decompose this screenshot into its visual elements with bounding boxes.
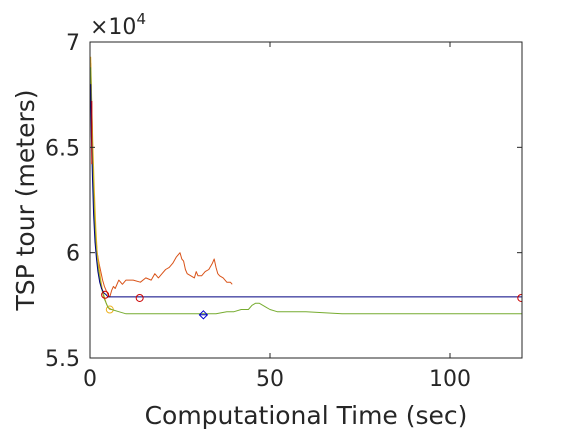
x-tick-label: 0 [83, 367, 97, 392]
y-tick-label: 7 [66, 31, 80, 56]
y-tick-label: 5.5 [45, 347, 80, 372]
series-2 [90, 67, 522, 315]
y-ticks: 5.5 6 6.5 7 [45, 31, 522, 372]
series-3 [90, 84, 522, 298]
series-layer [90, 56, 522, 320]
series-4 [198, 310, 209, 320]
series-line-2 [90, 67, 522, 315]
series-5-marker-0 [101, 290, 110, 299]
y-axis-label: TSP tour (meters) [11, 89, 40, 311]
series-5 [101, 290, 522, 302]
y-exponent-base: ×10 [90, 15, 136, 40]
x-tick-label: 50 [256, 367, 284, 392]
x-axis-label: Computational Time (sec) [145, 401, 468, 430]
axes-box [89, 41, 523, 359]
series-line-3 [90, 84, 522, 298]
series-4-marker-0 [198, 310, 209, 320]
y-tick-label: 6.5 [45, 136, 80, 161]
y-exponent-label: ×104 [90, 10, 146, 40]
x-tick-label: 100 [429, 367, 471, 392]
series-5-marker-1 [135, 293, 144, 302]
x-ticks: 0 50 100 [83, 42, 471, 392]
series-line-0 [90, 63, 233, 298]
series-0 [90, 63, 233, 298]
y-exponent-power: 4 [136, 10, 146, 28]
series-5-marker-2 [517, 293, 522, 302]
y-tick-label: 6 [66, 242, 80, 267]
